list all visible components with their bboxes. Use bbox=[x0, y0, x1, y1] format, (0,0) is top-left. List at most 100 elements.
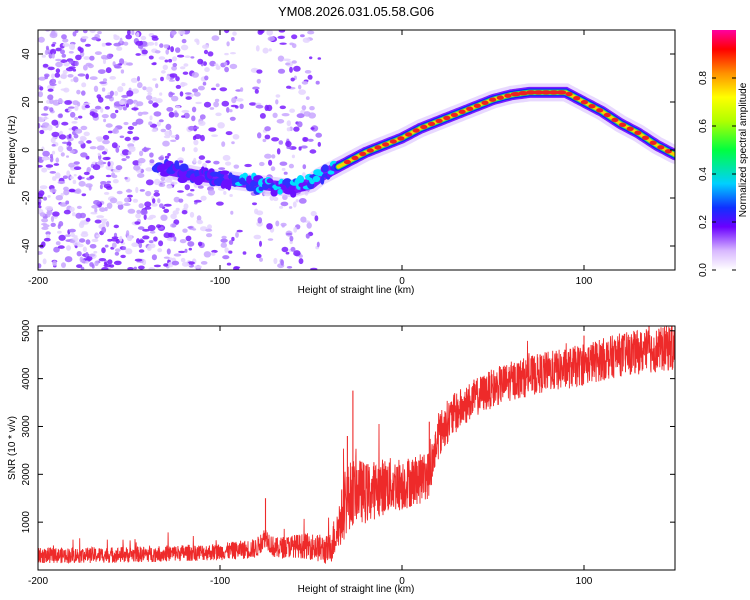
spectrogram-ridge-peak bbox=[382, 142, 390, 147]
spectrogram-noise-blob bbox=[181, 38, 187, 44]
spectrogram-noise-blob bbox=[94, 51, 102, 55]
spectrogram-noise-blob bbox=[115, 147, 120, 153]
spectrogram-ridge-blob bbox=[327, 170, 335, 175]
spectrogram-noise-blob bbox=[97, 138, 102, 142]
spectrogram-noise-blob bbox=[119, 235, 123, 242]
spectrogram-noise-blob bbox=[152, 198, 156, 204]
spectrogram-noise-blob bbox=[235, 105, 239, 109]
spectrogram-noise-blob bbox=[113, 64, 121, 69]
spectrogram-noise-blob bbox=[310, 267, 318, 270]
spectrogram-noise-blob bbox=[178, 198, 184, 203]
spectrogram-noise-blob bbox=[175, 47, 181, 53]
spectrogram-noise-blob bbox=[255, 104, 264, 109]
spectrogram-noise-blob bbox=[302, 164, 307, 170]
spectrogram-noise-blob bbox=[132, 121, 138, 126]
spectrogram-noise-blob bbox=[71, 44, 75, 50]
spectrogram-noise-blob bbox=[53, 163, 60, 166]
spectrogram-noise-blob bbox=[91, 204, 99, 209]
spectrogram-noise-blob bbox=[68, 60, 74, 64]
spectrogram-noise-blob bbox=[200, 134, 205, 142]
spectrogram-noise-blob bbox=[279, 205, 284, 209]
spectrogram-noise-blob bbox=[281, 113, 290, 117]
spectrogram-ridge-peak bbox=[496, 95, 504, 100]
spectrogram-noise-blob bbox=[69, 206, 75, 212]
spectrogram-noise-blob bbox=[43, 237, 51, 242]
spectrogram-ridge-peak bbox=[412, 128, 420, 133]
spectrogram-noise-blob bbox=[88, 253, 96, 257]
spectrogram-noise-blob bbox=[171, 95, 179, 102]
spectrogram-noise-blob bbox=[53, 246, 60, 253]
spectrogram-noise-blob bbox=[84, 43, 91, 47]
spectrogram-noise-blob bbox=[280, 259, 285, 266]
spectrogram-noise-blob bbox=[68, 188, 76, 193]
spectrogram-noise-blob bbox=[281, 246, 289, 253]
spectrogram-noise-blob bbox=[153, 264, 161, 268]
spectrogram-noise-blob bbox=[155, 98, 163, 104]
spectrogram-noise-blob bbox=[62, 175, 68, 179]
spectrogram-noise-blob bbox=[127, 30, 131, 36]
spectrogram-noise-blob bbox=[133, 165, 141, 171]
spectrogram-noise-blob bbox=[279, 105, 286, 110]
spectrogram-noise-blob bbox=[165, 49, 169, 55]
spectrogram-ridge-blob bbox=[220, 170, 230, 175]
spectrogram-noise-blob bbox=[226, 107, 230, 113]
spectrogram-noise-blob bbox=[139, 150, 144, 157]
spectrogram-noise-blob bbox=[49, 83, 57, 86]
spectrogram-noise-blob bbox=[184, 184, 190, 191]
spectrogram-noise-blob bbox=[229, 116, 236, 121]
spectrogram-ridge-peak bbox=[603, 112, 611, 118]
spectrogram-noise-blob bbox=[125, 34, 132, 40]
chart-title: YM08.2026.031.05.58.G06 bbox=[278, 4, 434, 19]
spectrogram-noise-blob bbox=[226, 262, 232, 266]
spectrogram-noise-blob bbox=[101, 42, 106, 47]
spectrogram-noise-blob bbox=[292, 201, 297, 208]
spectrogram-noise-blob bbox=[152, 78, 157, 81]
spectrogram-xlabel: Height of straight line (km) bbox=[298, 285, 415, 296]
spectrogram-noise-blob bbox=[100, 218, 108, 222]
spectrogram-noise-blob bbox=[157, 248, 163, 253]
spectrogram-noise-blob bbox=[308, 112, 316, 119]
spectrogram-noise-blob bbox=[172, 62, 178, 67]
spectrogram-ridge-blob bbox=[288, 185, 296, 192]
spectrogram-noise-blob bbox=[173, 219, 180, 225]
spectrogram-noise-blob bbox=[291, 34, 298, 40]
spectrogram-ridge-peak bbox=[504, 93, 512, 98]
spectrogram-noise-blob bbox=[255, 45, 260, 52]
spectrogram-noise-blob bbox=[117, 86, 124, 93]
spectrogram-noise-blob bbox=[221, 100, 230, 107]
spectrogram-noise-blob bbox=[216, 201, 224, 206]
spectrogram-noise-blob bbox=[91, 238, 99, 243]
spectrogram-noise-blob bbox=[45, 164, 54, 168]
spectrogram-noise-blob bbox=[83, 64, 88, 71]
spectrogram-noise-blob bbox=[148, 267, 155, 270]
spectrogram-noise-blob bbox=[262, 47, 269, 54]
spectrogram-noise-blob bbox=[214, 98, 220, 103]
spectrogram-noise-blob bbox=[209, 60, 216, 67]
spectrogram-noise-blob bbox=[100, 107, 104, 113]
spectrogram-noise-blob bbox=[158, 119, 164, 123]
spectrogram-ytick-label: -40 bbox=[21, 238, 32, 253]
spectrogram-noise-blob bbox=[89, 244, 97, 249]
spectrogram-noise-blob bbox=[110, 112, 117, 119]
colorbar-tick-label: 0.4 bbox=[698, 167, 709, 181]
spectrogram-noise-blob bbox=[192, 228, 197, 231]
spectrogram-noise-blob bbox=[101, 151, 107, 155]
spectrogram-noise-blob bbox=[137, 226, 145, 230]
spectrogram-noise-blob bbox=[141, 111, 149, 115]
spectrogram-noise-blob bbox=[311, 125, 319, 132]
spectrogram-noise-blob bbox=[102, 139, 110, 145]
spectrogram-noise-blob bbox=[47, 94, 54, 100]
spectrogram-noise-blob bbox=[145, 167, 153, 172]
spectrogram-noise-blob bbox=[298, 258, 304, 265]
spectrogram-noise-blob bbox=[63, 189, 70, 196]
spectrogram-noise-blob bbox=[181, 261, 190, 267]
snr-axes: -200 -100 0 100 1000 2000 3000 4000 5000 bbox=[21, 319, 675, 587]
spectrogram-noise-blob bbox=[173, 112, 179, 118]
spectrogram-noise-blob bbox=[280, 201, 289, 207]
spectrogram-ridge-peak bbox=[510, 92, 521, 97]
spectrogram-noise-blob bbox=[275, 94, 281, 98]
spectrogram-ridge-blob bbox=[179, 163, 189, 172]
spectrogram-noise-blob bbox=[61, 53, 67, 58]
spectrogram-noise-blob bbox=[214, 63, 219, 66]
